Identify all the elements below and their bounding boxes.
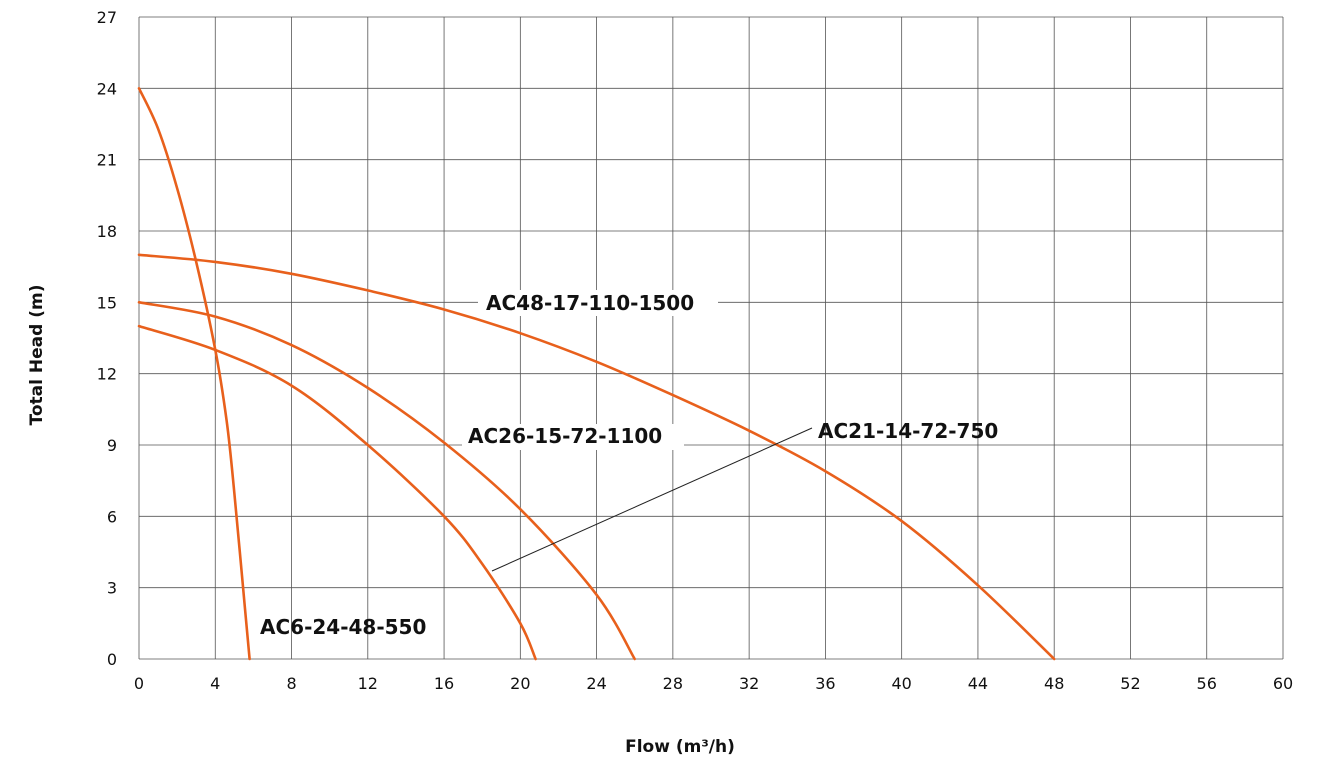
x-tick-label: 24 bbox=[586, 674, 606, 693]
series-curves bbox=[137, 87, 1056, 661]
y-tick-label: 6 bbox=[107, 507, 117, 526]
series-curve bbox=[137, 301, 636, 661]
series-labels: AC6-24-48-550 AC21-14-72-750 AC26-15-72-11… bbox=[260, 290, 998, 639]
y-tick-label: 24 bbox=[97, 79, 117, 98]
y-tick-label: 0 bbox=[107, 650, 117, 669]
y-tick-label: 27 bbox=[97, 8, 117, 27]
x-axis-label: Flow (m³/h) bbox=[625, 737, 735, 757]
series-label: AC26-15-72-1100 bbox=[468, 424, 662, 448]
series-curve bbox=[137, 324, 537, 661]
x-tick-label: 12 bbox=[358, 674, 378, 693]
y-tick-label: 18 bbox=[97, 222, 117, 241]
y-tick-label: 3 bbox=[107, 579, 117, 598]
y-tick-label: 15 bbox=[97, 293, 117, 312]
tick-labels: 0 4 8 12 16 20 24 28 32 36 40 44 48 52 56 6003691215182… bbox=[97, 8, 1294, 693]
y-axis-label: Total Head (m) bbox=[27, 285, 47, 426]
series-curve bbox=[137, 87, 251, 661]
x-tick-label: 52 bbox=[1120, 674, 1140, 693]
series-label-background bbox=[462, 424, 684, 450]
x-tick-label: 56 bbox=[1197, 674, 1217, 693]
grid bbox=[138, 16, 1284, 660]
x-tick-label: 28 bbox=[663, 674, 683, 693]
series-label: AC48-17-110-1500 bbox=[486, 291, 694, 315]
ac21-leader-line bbox=[491, 427, 813, 572]
y-tick-label: 21 bbox=[97, 151, 117, 170]
x-tick-label: 32 bbox=[739, 674, 759, 693]
series-label: AC6-24-48-550 bbox=[260, 615, 426, 639]
x-tick-label: 36 bbox=[815, 674, 835, 693]
x-tick-label: 0 bbox=[134, 674, 144, 693]
x-tick-label: 40 bbox=[891, 674, 911, 693]
x-tick-label: 8 bbox=[286, 674, 296, 693]
series-label-background bbox=[478, 290, 718, 316]
y-tick-label: 9 bbox=[107, 436, 117, 455]
series-label: AC21-14-72-750 bbox=[818, 419, 998, 443]
series-curve bbox=[137, 253, 1056, 661]
y-tick-label: 12 bbox=[97, 365, 117, 384]
x-tick-label: 60 bbox=[1273, 674, 1293, 693]
x-tick-label: 44 bbox=[968, 674, 988, 693]
x-tick-label: 48 bbox=[1044, 674, 1064, 693]
x-tick-label: 16 bbox=[434, 674, 454, 693]
x-tick-label: 4 bbox=[210, 674, 220, 693]
x-tick-label: 20 bbox=[510, 674, 530, 693]
